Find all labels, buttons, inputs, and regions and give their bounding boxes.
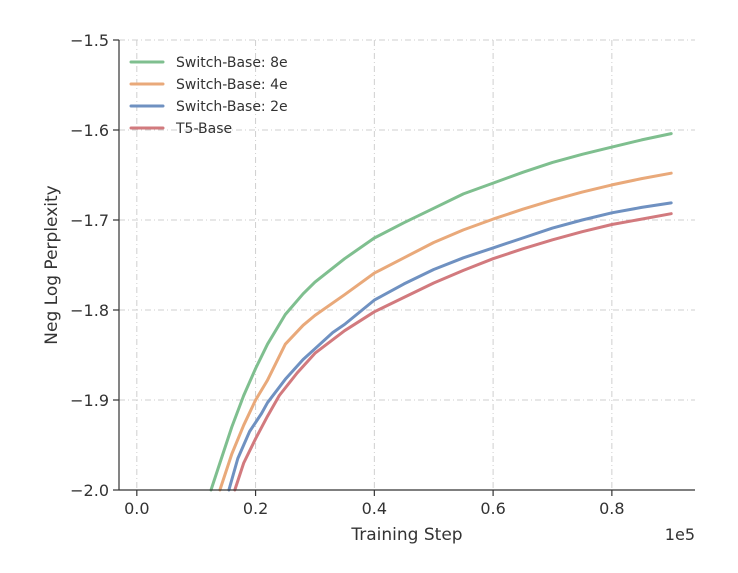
x-axis-title: Training Step — [350, 525, 462, 545]
series-line-switch-base-2e — [227, 201, 673, 492]
x-ticks: 0.0 0.2 0.4 0.6 0.8 — [124, 490, 625, 518]
grid — [119, 39, 695, 491]
x-tick-label: 0.4 — [362, 499, 387, 518]
series-line-switch-base-8e — [209, 132, 673, 492]
legend-label-t5-base: T5-Base — [175, 121, 232, 137]
x-tick-label: 0.8 — [599, 499, 624, 518]
series-line-t5-base — [233, 212, 673, 492]
y-tick-label: −2.0 — [70, 481, 109, 500]
y-tick-label: −1.5 — [70, 31, 109, 50]
x-tick-label: 0.6 — [480, 499, 505, 518]
y-ticks: −2.0 −1.9 −1.8 −1.7 −1.6 −1.5 — [70, 31, 119, 500]
y-tick-label: −1.8 — [70, 301, 109, 320]
y-tick-label: −1.7 — [70, 211, 109, 230]
legend: Switch-Base: 8e Switch-Base: 4e Switch-Bas… — [129, 55, 288, 137]
x-tick-label: 0.0 — [124, 499, 149, 518]
x-offset-text: 1e5 — [665, 525, 695, 544]
y-tick-label: −1.9 — [70, 391, 109, 410]
legend-label-switch-base-4e: Switch-Base: 4e — [176, 77, 288, 93]
legend-label-switch-base-2e: Switch-Base: 2e — [176, 99, 288, 115]
y-axis-title: Neg Log Perplexity — [42, 185, 62, 344]
y-tick-label: −1.6 — [70, 121, 109, 140]
legend-label-switch-base-8e: Switch-Base: 8e — [176, 55, 288, 71]
series-lines — [209, 132, 673, 492]
series-line-switch-base-4e — [218, 171, 673, 492]
x-tick-label: 0.2 — [243, 499, 268, 518]
axes — [118, 40, 695, 491]
